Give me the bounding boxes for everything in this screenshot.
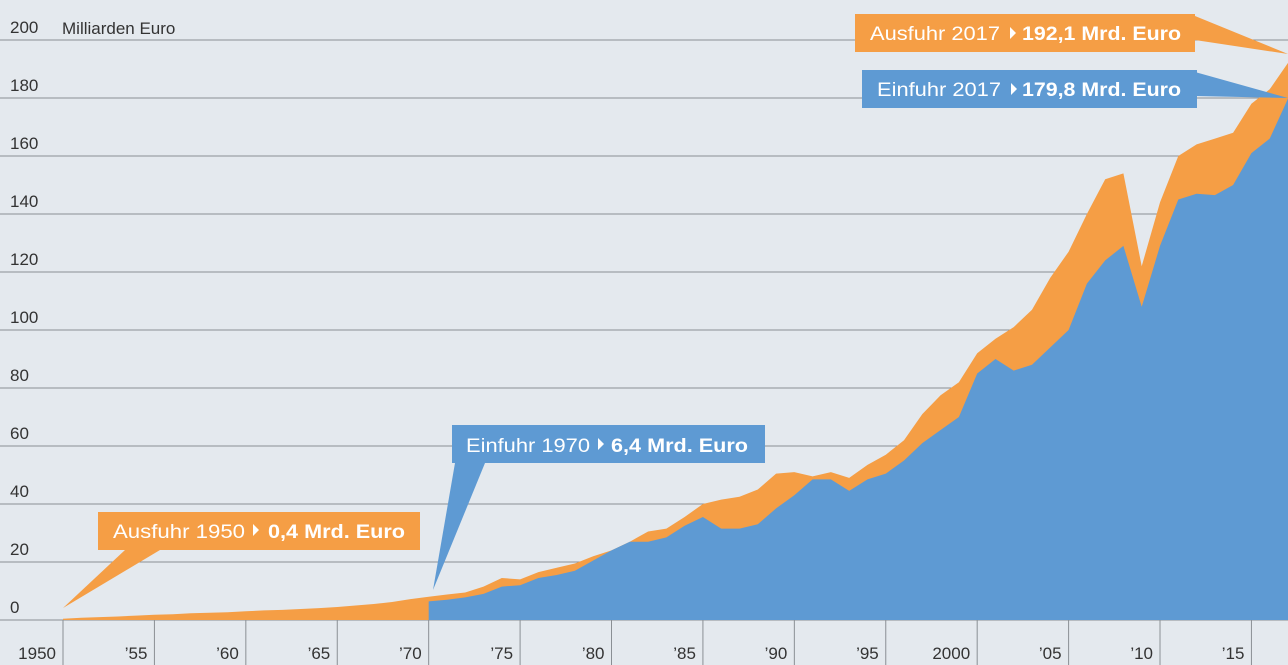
areas — [63, 62, 1288, 621]
x-tick-label: ’75 — [490, 644, 513, 663]
y-tick-label: 140 — [10, 192, 38, 211]
callout-value: 0,4 Mrd. Euro — [268, 522, 405, 543]
x-tick-label: 1950 — [18, 644, 56, 663]
y-tick-label: 160 — [10, 134, 38, 153]
callout-pointer — [1195, 16, 1288, 54]
x-tick-label: ’60 — [216, 644, 239, 663]
x-tick-label: ’90 — [765, 644, 788, 663]
x-tick-label: ’15 — [1222, 644, 1245, 663]
y-tick-label: 0 — [10, 598, 19, 617]
x-tick-label: ’85 — [673, 644, 696, 663]
y-tick-label: 100 — [10, 308, 38, 327]
axis: 1950 ’55 ’60 ’65 ’70 ’75 ’80 ’85 ’90 ’95 2000 ’05 ’1… — [18, 620, 1252, 665]
callout-pointer — [63, 550, 160, 608]
x-tick-label: ’05 — [1039, 644, 1062, 663]
callout-text: Ausfuhr 2017 — [870, 24, 1000, 45]
callout-pointer — [1195, 72, 1288, 98]
callout-value: 179,8 Mrd. Euro — [1022, 80, 1181, 101]
x-tick-label: ’95 — [856, 644, 879, 663]
y-tick-label: 20 — [10, 540, 29, 559]
callout-box — [862, 70, 1197, 108]
y-tick-label: 40 — [10, 482, 29, 501]
y-axis-label: Milliarden Euro — [62, 19, 175, 38]
y-tick-label: 180 — [10, 76, 38, 95]
callout-arrow — [1011, 83, 1017, 95]
callout-arrow — [1010, 27, 1016, 39]
area-einfuhr — [428, 98, 1288, 621]
callout-arrow — [253, 524, 259, 536]
y-tick-label: 120 — [10, 250, 38, 269]
callout: Ausfuhr 1950 0,4 Mrd. Euro — [63, 512, 420, 608]
callout-value: 192,1 Mrd. Euro — [1022, 24, 1181, 45]
callout: Ausfuhr 2017 192,1 Mrd. Euro — [855, 14, 1288, 54]
x-tick-label: ’55 — [125, 644, 148, 663]
y-tick-label: 200 — [10, 18, 38, 37]
y-tick-label: 60 — [10, 424, 29, 443]
x-tick-label: ’70 — [399, 644, 422, 663]
x-tick-label: 2000 — [932, 644, 970, 663]
callout-text: Ausfuhr 1950 — [113, 522, 245, 543]
callout-pointer — [433, 463, 485, 590]
callout-box — [452, 425, 765, 463]
callout-text: Einfuhr 2017 — [877, 80, 1001, 101]
x-tick-label: ’10 — [1130, 644, 1153, 663]
callout-value: 6,4 Mrd. Euro — [611, 436, 748, 457]
callout-box — [855, 14, 1195, 52]
callout: Einfuhr 2017 179,8 Mrd. Euro — [862, 70, 1288, 108]
callout-box — [98, 512, 420, 550]
x-tick-label: ’65 — [308, 644, 331, 663]
x-tick-label: ’80 — [582, 644, 605, 663]
callout-text: Einfuhr 1970 — [466, 436, 590, 457]
callout: Einfuhr 1970 6,4 Mrd. Euro — [433, 425, 765, 590]
callout-arrow — [598, 438, 604, 450]
y-tick-label: 80 — [10, 366, 29, 385]
